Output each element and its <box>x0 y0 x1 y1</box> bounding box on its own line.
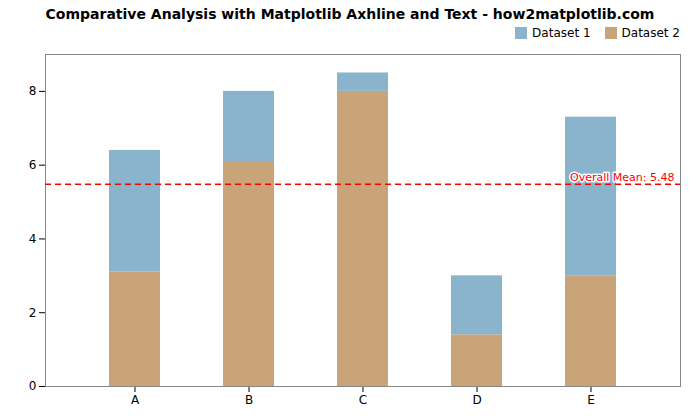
svg-text:4: 4 <box>29 232 37 246</box>
svg-text:8: 8 <box>29 84 37 98</box>
svg-text:6: 6 <box>29 158 37 172</box>
html-text:Dataset 2: Dataset 2 <box>621 26 680 40</box>
svg-text:A: A <box>131 393 140 407</box>
svg-text:Overall Mean: 5.48: Overall Mean: 5.48 <box>570 171 674 184</box>
svg-text:0: 0 <box>29 379 37 393</box>
svg-text:B: B <box>245 393 253 407</box>
html-text:Comparative Analysis with Matp: Comparative Analysis with Matplotlib Axh… <box>45 6 655 22</box>
svg-text:2: 2 <box>29 306 37 320</box>
html-text:Dataset 1: Dataset 1 <box>532 26 591 40</box>
svg-text:C: C <box>359 393 367 407</box>
svg-text:E: E <box>587 393 595 407</box>
svg-text:D: D <box>472 393 481 407</box>
